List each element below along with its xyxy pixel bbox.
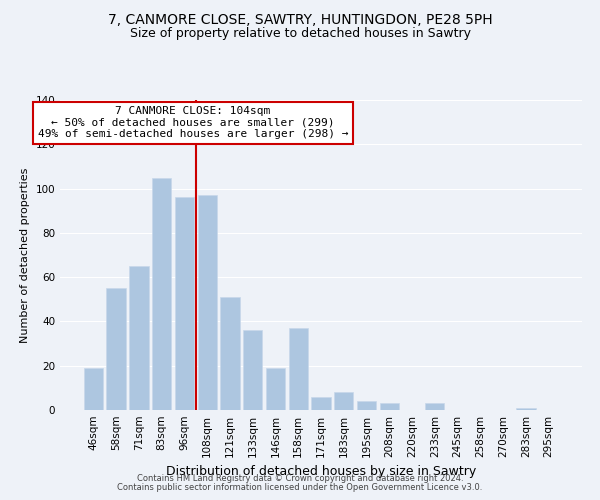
Bar: [425, 404, 445, 410]
Bar: [357, 401, 376, 410]
Bar: [266, 368, 285, 410]
Bar: [152, 178, 172, 410]
Bar: [220, 297, 239, 410]
Text: 7 CANMORE CLOSE: 104sqm
← 50% of detached houses are smaller (299)
49% of semi-d: 7 CANMORE CLOSE: 104sqm ← 50% of detache…: [38, 106, 349, 140]
Text: Contains HM Land Registry data © Crown copyright and database right 2024.: Contains HM Land Registry data © Crown c…: [137, 474, 463, 483]
Bar: [197, 195, 217, 410]
Bar: [334, 392, 353, 410]
Bar: [175, 198, 194, 410]
Bar: [380, 404, 399, 410]
Bar: [289, 328, 308, 410]
Bar: [84, 368, 103, 410]
Bar: [311, 396, 331, 410]
Text: 7, CANMORE CLOSE, SAWTRY, HUNTINGDON, PE28 5PH: 7, CANMORE CLOSE, SAWTRY, HUNTINGDON, PE…: [107, 12, 493, 26]
Y-axis label: Number of detached properties: Number of detached properties: [20, 168, 30, 342]
Text: Size of property relative to detached houses in Sawtry: Size of property relative to detached ho…: [130, 28, 470, 40]
Bar: [129, 266, 149, 410]
X-axis label: Distribution of detached houses by size in Sawtry: Distribution of detached houses by size …: [166, 466, 476, 478]
Bar: [106, 288, 126, 410]
Bar: [516, 408, 536, 410]
Bar: [243, 330, 262, 410]
Text: Contains public sector information licensed under the Open Government Licence v3: Contains public sector information licen…: [118, 484, 482, 492]
